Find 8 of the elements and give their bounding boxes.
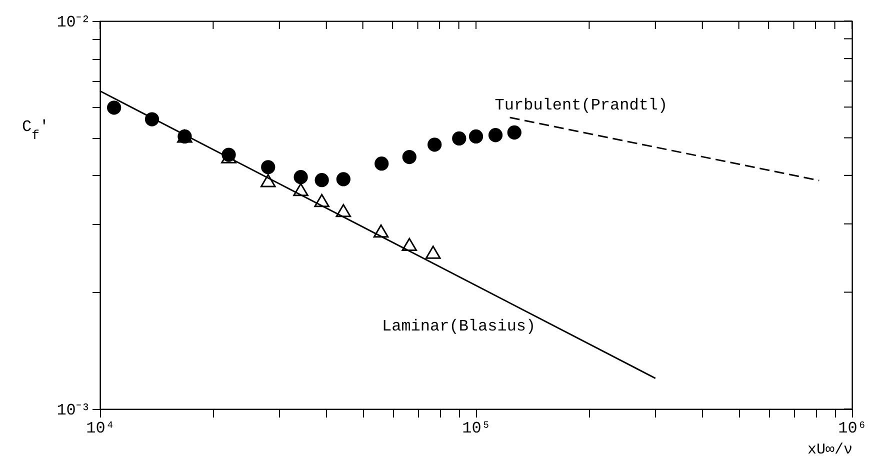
x-tick-label: 10⁵ [462, 420, 491, 438]
x-tick-label: 10⁶ [838, 420, 867, 438]
y-tick-label: 10⁻³ [56, 402, 90, 420]
series-label: Laminar(Blasius) [382, 318, 536, 336]
x-tick-label: 10⁴ [86, 420, 115, 438]
x-axis-title: xU∞/ν [807, 442, 852, 458]
y-tick-label: 10⁻² [56, 14, 90, 32]
series-label: Turbulent(Prandtl) [494, 96, 668, 114]
